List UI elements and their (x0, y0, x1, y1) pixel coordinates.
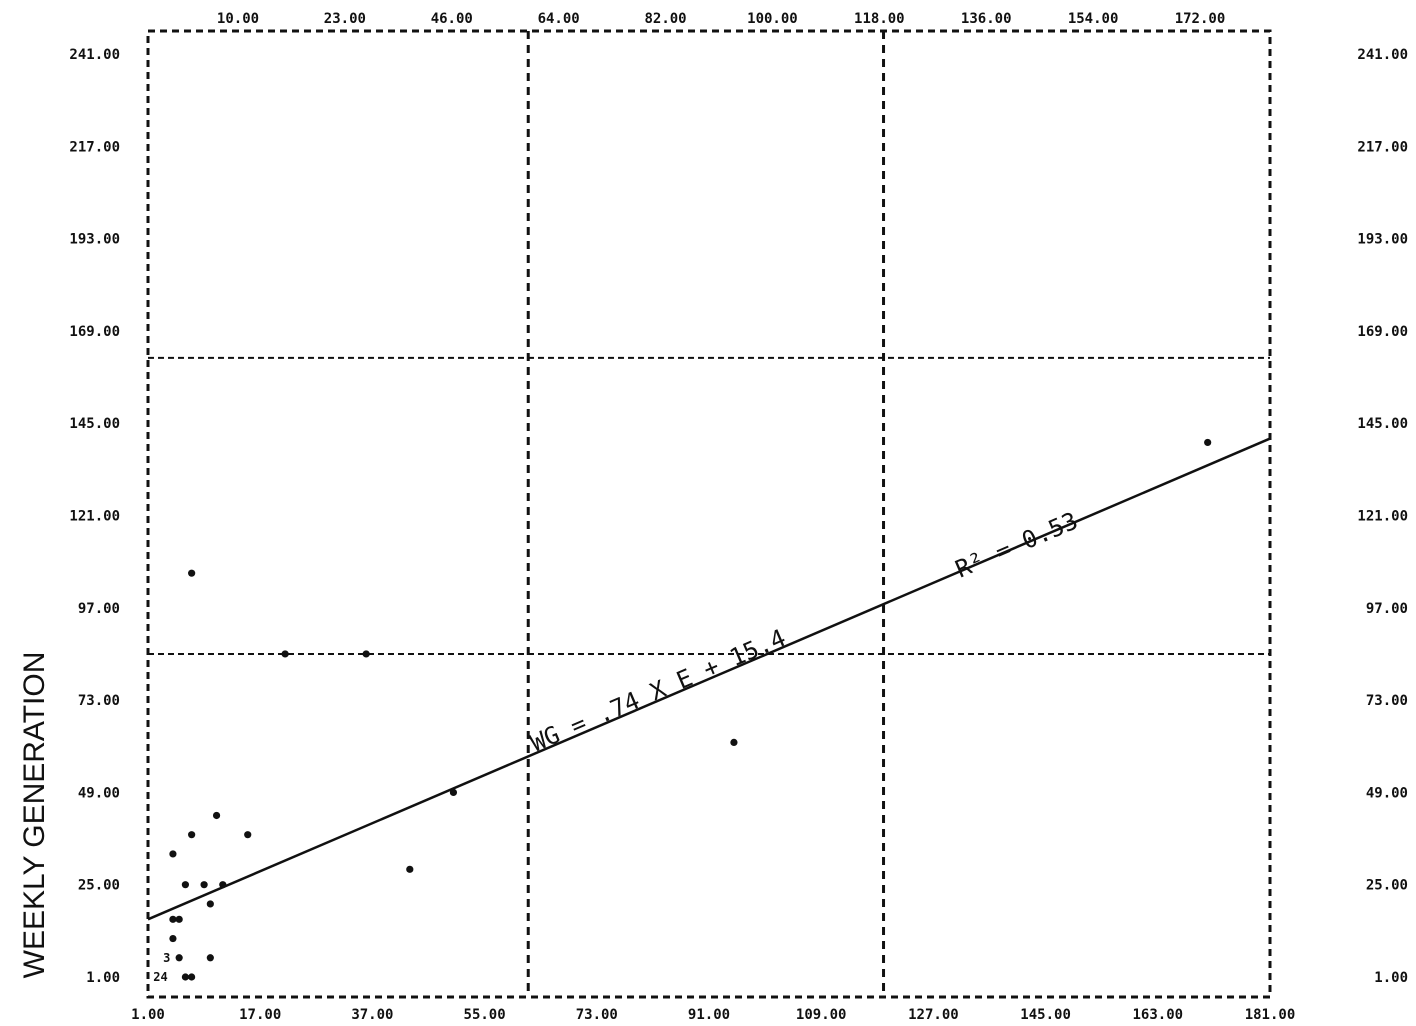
y-tick-label-left: 145.00 (69, 416, 120, 432)
x-tick-label-top: 82.00 (644, 11, 686, 27)
y-tick-label-left: 97.00 (78, 601, 120, 617)
x-tick-label-bottom: 145.00 (1020, 1007, 1071, 1023)
y-tick-label-right: 121.00 (1357, 509, 1408, 525)
data-point (244, 831, 252, 839)
data-point (206, 900, 214, 908)
x-tick-label-top: 23.00 (324, 11, 366, 27)
points-layer: 324 (153, 438, 1212, 984)
x-tick-label-bottom: 73.00 (576, 1007, 618, 1023)
data-point (1204, 438, 1212, 447)
data-point (449, 788, 458, 797)
fit-line (147, 437, 1271, 921)
y-tick-label-left: 217.00 (69, 139, 120, 155)
fit-line-layer (147, 437, 1271, 921)
y-tick-label-left: 193.00 (69, 232, 120, 248)
x-tick-label-bottom: 163.00 (1133, 1007, 1184, 1023)
x-tick-label-top: 46.00 (431, 11, 473, 27)
y-tick-label-right: 217.00 (1357, 139, 1408, 155)
x-tick-label-bottom: 127.00 (908, 1007, 959, 1023)
data-point (200, 881, 208, 889)
y-axis-label: WEEKLY GENERATION (18, 652, 51, 979)
data-point (169, 934, 177, 943)
data-point (219, 881, 227, 889)
data-point (188, 569, 196, 577)
y-tick-label-right: 97.00 (1366, 601, 1408, 617)
data-point (206, 954, 214, 962)
data-point (169, 915, 177, 923)
y-tick-label-right: 169.00 (1357, 324, 1408, 340)
data-point (730, 738, 738, 747)
x-tick-label-top: 136.00 (961, 11, 1012, 27)
y-tick-label-right: 1.00 (1374, 970, 1408, 986)
x-tick-label-top: 154.00 (1068, 11, 1119, 27)
x-tick-label-top: 100.00 (747, 11, 798, 27)
x-tick-label-top: 64.00 (538, 11, 580, 27)
x-tick-label-top: 118.00 (854, 11, 905, 27)
data-point (169, 850, 177, 858)
x-tick-label-bottom: 17.00 (239, 1007, 281, 1023)
y-tick-label-left: 1.00 (86, 970, 120, 986)
tick-labels: 1.00 17.00 37.00 55.00 73.00 91.00 109.00 127.0… (69, 11, 1408, 1023)
data-point (181, 881, 189, 889)
x-tick-label-bottom: 1.00 (131, 1007, 165, 1023)
x-tick-label-bottom: 55.00 (464, 1007, 506, 1023)
fit-equation: WG = .74 X E + 15.4 (526, 624, 789, 758)
y-tick-label-right: 193.00 (1357, 232, 1408, 248)
grid-layer (148, 31, 1270, 997)
y-tick-label-right: 73.00 (1366, 693, 1408, 709)
x-tick-label-top: 10.00 (217, 11, 259, 27)
point-count-label: 3 (163, 951, 170, 965)
y-tick-label-right: 49.00 (1366, 785, 1408, 801)
data-point (362, 650, 370, 658)
data-point (175, 915, 183, 923)
plot-frame (146, 29, 1272, 999)
y-tick-label-left: 73.00 (78, 693, 120, 709)
y-tick-label-left: 121.00 (69, 509, 120, 525)
y-tick-label-right: 145.00 (1357, 416, 1408, 432)
x-tick-label-bottom: 181.00 (1245, 1007, 1296, 1023)
data-point (175, 954, 183, 962)
data-point (188, 973, 196, 981)
data-point (212, 811, 221, 820)
y-tick-label-left: 25.00 (78, 878, 120, 894)
point-count-label: 24 (153, 970, 167, 984)
data-point (181, 973, 189, 981)
r-squared-label: R² = 0.53 (951, 507, 1082, 584)
data-point (281, 650, 289, 658)
y-tick-label-right: 25.00 (1366, 878, 1408, 894)
x-tick-label-bottom: 109.00 (796, 1007, 847, 1023)
data-point (406, 865, 414, 873)
x-tick-label-top: 172.00 (1175, 11, 1226, 27)
y-tick-label-left: 49.00 (78, 785, 120, 801)
data-point (188, 831, 196, 839)
x-tick-label-bottom: 91.00 (688, 1007, 730, 1023)
y-tick-label-right: 241.00 (1357, 47, 1408, 63)
y-tick-label-left: 241.00 (69, 47, 120, 63)
x-tick-label-bottom: 37.00 (351, 1007, 393, 1023)
y-tick-label-left: 169.00 (69, 324, 120, 340)
